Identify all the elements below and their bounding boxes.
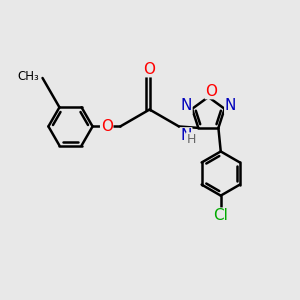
Text: Cl: Cl xyxy=(213,208,228,223)
Text: O: O xyxy=(205,84,217,99)
Text: H: H xyxy=(186,133,196,146)
Text: N: N xyxy=(225,98,236,113)
Text: N: N xyxy=(181,98,192,113)
Text: N: N xyxy=(180,128,192,143)
Text: O: O xyxy=(144,62,156,77)
Text: CH₃: CH₃ xyxy=(17,70,39,83)
Text: O: O xyxy=(101,119,113,134)
